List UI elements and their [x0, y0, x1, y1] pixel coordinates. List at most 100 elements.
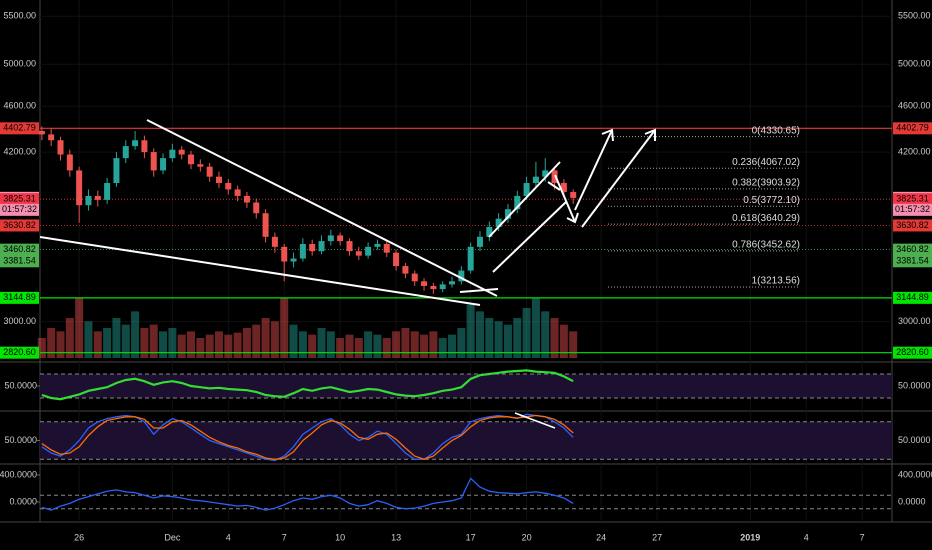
volume-bar	[326, 331, 335, 358]
volume-bar	[112, 318, 121, 358]
volume-bar	[485, 318, 494, 358]
candle-body	[299, 243, 306, 259]
volume-bar	[233, 332, 242, 358]
arrow-head	[644, 128, 656, 141]
volume-bar	[196, 338, 205, 358]
price-label-box	[893, 193, 932, 206]
candle-body	[169, 149, 176, 159]
indicator-line	[41, 414, 574, 460]
y-tick-label: 4600.00	[898, 101, 931, 111]
volume-bar	[429, 331, 438, 358]
y-tick-label: 400.0000	[0, 469, 37, 479]
candle-body	[327, 235, 334, 242]
candle-body	[337, 235, 344, 242]
volume-bar	[47, 328, 56, 358]
candle-body	[141, 140, 148, 153]
candle-body	[150, 152, 157, 171]
candle-body	[94, 195, 101, 200]
price-label: 3144.89	[896, 292, 929, 302]
x-tick-label: 13	[391, 532, 401, 542]
countdown: 01:57:32	[2, 204, 37, 214]
volume-bar	[475, 311, 484, 358]
volume-bar	[345, 334, 354, 358]
volume-bar	[168, 328, 177, 358]
candle-body	[160, 158, 167, 171]
volume-bar	[149, 324, 158, 358]
candle-body	[57, 140, 64, 155]
price-label: 3460.82	[3, 244, 36, 254]
arrow	[554, 174, 576, 223]
y-tick-label: 5000.00	[3, 59, 36, 69]
candle-body	[215, 176, 222, 184]
volume-bar	[569, 331, 578, 358]
fib-label: 0.236(4067.02)	[732, 157, 800, 168]
fib-label: 0.5(3772.10)	[743, 195, 800, 206]
candle-body	[411, 273, 418, 282]
candle-body	[542, 170, 549, 177]
volume-bar	[75, 298, 84, 358]
volume-bar	[140, 328, 149, 358]
channel-line	[459, 288, 499, 293]
candle-body	[383, 243, 390, 253]
price-label-box	[893, 346, 932, 359]
countdown-box	[893, 203, 932, 216]
price-label-box	[893, 122, 932, 135]
volume-bar	[550, 318, 559, 358]
volume-bar	[410, 331, 419, 358]
candle-body	[38, 130, 45, 135]
candle-body	[365, 246, 372, 256]
volume-bar	[242, 328, 251, 358]
candle-body	[188, 154, 195, 165]
candle-body	[346, 241, 353, 252]
volume-bar	[37, 338, 46, 358]
indicator-band	[40, 374, 892, 398]
volume-bar	[317, 328, 326, 358]
candle-body	[570, 192, 577, 198]
price-label: 3630.82	[3, 220, 36, 230]
volume-bar	[364, 331, 373, 358]
x-tick-label: 17	[466, 532, 476, 542]
volume-bar	[354, 338, 363, 358]
candle-body	[504, 209, 511, 219]
candle-body	[430, 285, 437, 290]
fib-label: 0.618(3640.29)	[732, 213, 800, 224]
volume-bar	[373, 334, 382, 358]
volume-bar	[531, 298, 540, 358]
volume-bar	[513, 318, 522, 358]
volume-bar	[103, 328, 112, 358]
volume-bar	[56, 331, 65, 358]
price-label: 3825.31	[3, 194, 36, 204]
stoch-divergence-line	[514, 412, 556, 429]
volume-bar	[336, 338, 345, 358]
price-label: 3825.31	[896, 194, 929, 204]
x-tick-label: 27	[652, 532, 662, 542]
volume-bar	[289, 324, 298, 358]
candle-body	[458, 270, 465, 282]
candle-body	[467, 246, 474, 271]
price-label-box	[0, 255, 39, 268]
y-tick-label: 0.0000	[898, 496, 926, 506]
volume-bar	[177, 334, 186, 358]
candle-body	[225, 183, 232, 190]
price-label: 3381.54	[896, 256, 929, 266]
x-tick-label: 7	[282, 532, 287, 542]
price-label: 3630.82	[896, 220, 929, 230]
price-label-box	[0, 219, 39, 232]
x-tick-label: 4	[804, 532, 809, 542]
candle-body	[290, 258, 297, 262]
candle-body	[374, 243, 381, 247]
price-label: 3381.54	[3, 256, 36, 266]
volume-bar	[93, 331, 102, 358]
volume-bar	[131, 311, 140, 358]
volume-bar	[503, 324, 512, 358]
volume-bar	[466, 304, 475, 358]
candle-body	[85, 195, 92, 206]
price-label: 3460.82	[896, 244, 929, 254]
x-tick-label: 2019	[740, 532, 760, 542]
volume-bar	[438, 338, 447, 358]
candle-body	[262, 213, 269, 237]
fib-label: 0(4330.65)	[752, 125, 800, 136]
candle-body	[253, 202, 260, 214]
trend-line	[39, 236, 481, 306]
volume-bar	[121, 324, 130, 358]
